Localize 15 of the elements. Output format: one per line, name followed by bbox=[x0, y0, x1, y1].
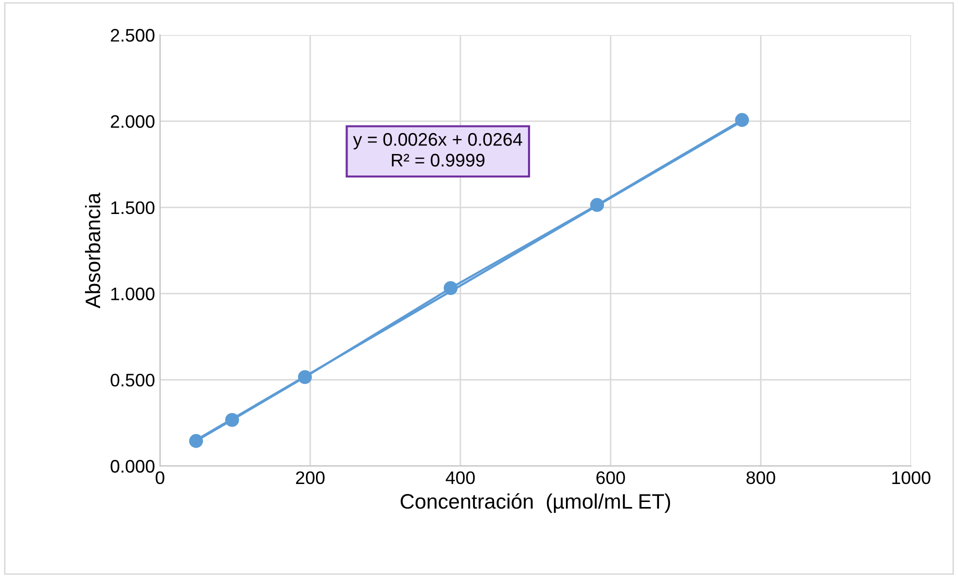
x-tick-label: 600 bbox=[596, 471, 625, 484]
x-axis-title: Concentración (µmol/mL ET) bbox=[400, 493, 670, 513]
x-tick-label: 400 bbox=[446, 471, 475, 484]
x-tick-label: 0 bbox=[156, 471, 164, 484]
x-tick-label: 200 bbox=[296, 471, 325, 484]
y-tick-label: 1.000 bbox=[111, 288, 154, 300]
y-tick-label: 2.000 bbox=[110, 115, 154, 128]
x-tick-label: 800 bbox=[746, 471, 776, 484]
y-tick-label: 1.500 bbox=[111, 201, 154, 214]
y-axis-title: Absorbancia bbox=[84, 192, 100, 308]
x-tick-label: 1000 bbox=[892, 471, 930, 484]
y-tick-label: 2.500 bbox=[110, 28, 154, 42]
y-tick-label: 0.000 bbox=[110, 460, 154, 473]
y-tick-label: 0.500 bbox=[110, 374, 154, 387]
annotation: y = 0.0026x + 0.0264 R² = 0.9999 bbox=[353, 133, 522, 167]
